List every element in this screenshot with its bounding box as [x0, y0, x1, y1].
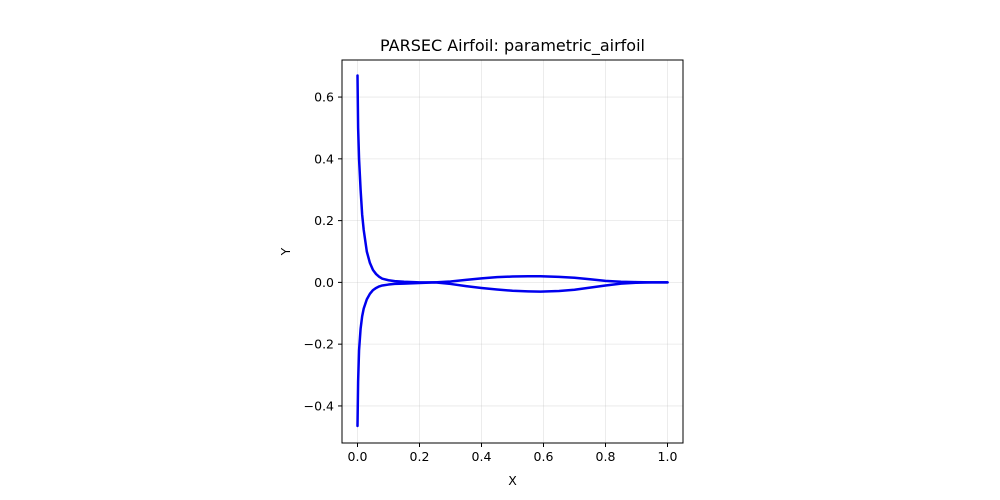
y-tick-label: −0.2: [304, 337, 334, 352]
y-tick-label: 0.2: [314, 213, 334, 228]
y-tick-label: −0.4: [304, 398, 334, 413]
ticks: 0.0 0.2 0.4 0.6 0.8 1.0 −0.4 −0.2 0.0 0.2 0.4 0.6: [304, 90, 678, 464]
chart-title: PARSEC Airfoil: parametric_airfoil: [380, 36, 645, 56]
series-layer: [356, 74, 669, 428]
x-tick-label: 0.2: [410, 449, 430, 464]
x-tick-label: 0.4: [472, 449, 492, 464]
y-tick-label: 0.6: [314, 90, 334, 105]
x-tick-label: 1.0: [658, 449, 678, 464]
grid: [342, 60, 683, 443]
x-tick-label: 0.6: [534, 449, 554, 464]
x-tick-label: 0.8: [596, 449, 616, 464]
x-tick-label: 0.0: [348, 449, 368, 464]
plot-area-frame: [341, 59, 684, 444]
y-axis-label: Y: [278, 247, 293, 256]
series-line-2: [356, 281, 669, 428]
x-axis-label: X: [508, 473, 517, 488]
y-tick-label: 0.0: [314, 275, 334, 290]
y-tick-label: 0.4: [314, 151, 334, 166]
